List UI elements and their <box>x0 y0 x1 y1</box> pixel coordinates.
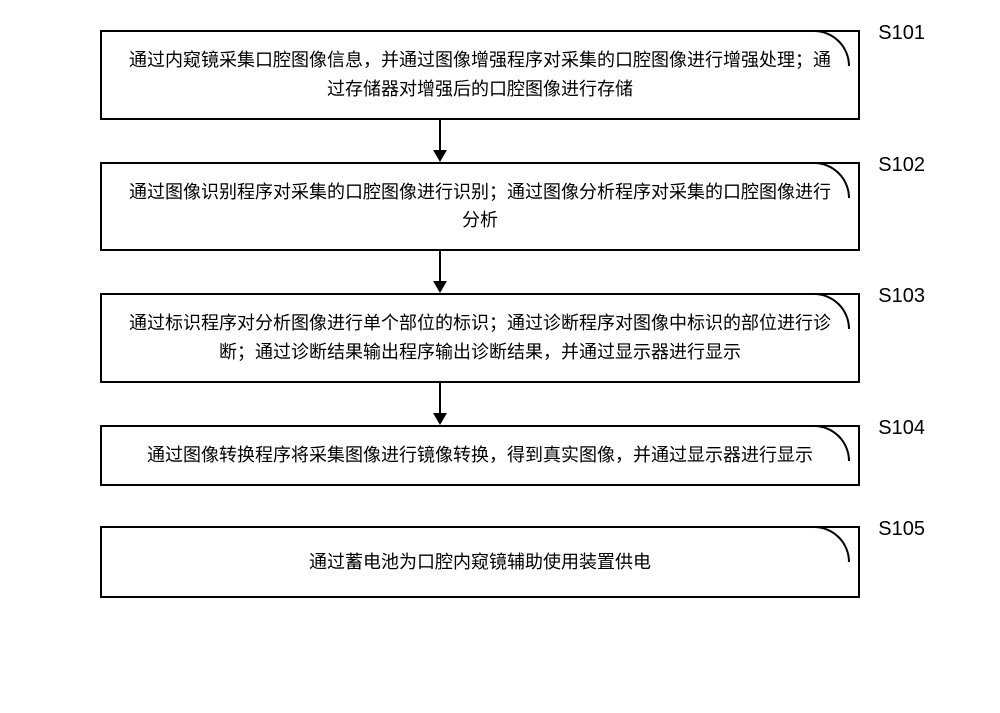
step-box-s104: 通过图像转换程序将采集图像进行镜像转换，得到真实图像，并通过显示器进行显示 <box>100 425 860 486</box>
step-row: 通过图像识别程序对采集的口腔图像进行识别；通过图像分析程序对采集的口腔图像进行分… <box>60 162 940 252</box>
step-box-s103: 通过标识程序对分析图像进行单个部位的标识；通过诊断程序对图像中标识的部位进行诊断… <box>100 293 860 383</box>
arrow-down <box>433 120 447 162</box>
arrow-down <box>433 251 447 293</box>
step-text: 通过蓄电池为口腔内窥镜辅助使用装置供电 <box>309 552 651 572</box>
step-label-s103: S103 <box>878 285 925 308</box>
arrow-head <box>433 150 447 162</box>
step-label-s102: S102 <box>878 154 925 177</box>
step-row: 通过蓄电池为口腔内窥镜辅助使用装置供电 S105 <box>60 526 940 599</box>
step-text: 通过标识程序对分析图像进行单个部位的标识；通过诊断程序对图像中标识的部位进行诊断… <box>129 313 831 362</box>
step-text: 通过图像识别程序对采集的口腔图像进行识别；通过图像分析程序对采集的口腔图像进行分… <box>129 182 831 231</box>
step-row: 通过标识程序对分析图像进行单个部位的标识；通过诊断程序对图像中标识的部位进行诊断… <box>60 293 940 383</box>
step-label-s104: S104 <box>878 417 925 440</box>
arrow-head <box>433 281 447 293</box>
gap-spacer <box>60 486 940 526</box>
step-row: 通过图像转换程序将采集图像进行镜像转换，得到真实图像，并通过显示器进行显示 S1… <box>60 425 940 486</box>
flowchart-container: 通过内窥镜采集口腔图像信息，并通过图像增强程序对采集的口腔图像进行增强处理；通过… <box>60 30 940 598</box>
arrow-down <box>433 383 447 425</box>
arrow-line <box>439 251 441 281</box>
step-label-s105: S105 <box>878 518 925 541</box>
step-box-s102: 通过图像识别程序对采集的口腔图像进行识别；通过图像分析程序对采集的口腔图像进行分… <box>100 162 860 252</box>
step-text: 通过内窥镜采集口腔图像信息，并通过图像增强程序对采集的口腔图像进行增强处理；通过… <box>129 50 831 99</box>
step-text: 通过图像转换程序将采集图像进行镜像转换，得到真实图像，并通过显示器进行显示 <box>147 445 813 465</box>
arrow-head <box>433 413 447 425</box>
step-row: 通过内窥镜采集口腔图像信息，并通过图像增强程序对采集的口腔图像进行增强处理；通过… <box>60 30 940 120</box>
step-box-s105: 通过蓄电池为口腔内窥镜辅助使用装置供电 <box>100 526 860 599</box>
arrow-line <box>439 383 441 413</box>
arrow-line <box>439 120 441 150</box>
step-box-s101: 通过内窥镜采集口腔图像信息，并通过图像增强程序对采集的口腔图像进行增强处理；通过… <box>100 30 860 120</box>
step-label-s101: S101 <box>878 22 925 45</box>
